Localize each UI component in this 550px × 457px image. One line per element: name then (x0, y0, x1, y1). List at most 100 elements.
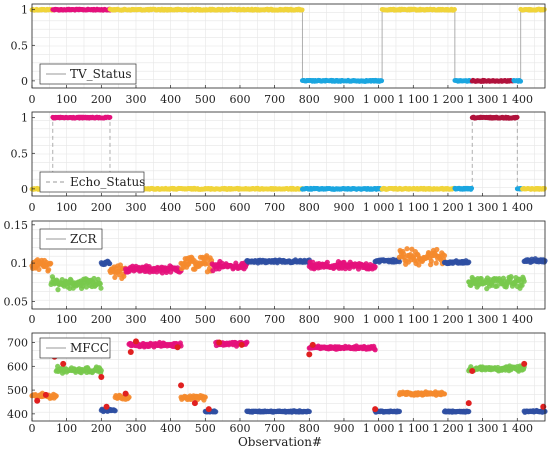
x-tick-label: 500 (195, 313, 216, 326)
segment-blue (244, 408, 312, 415)
x-tick-label: 400 (160, 422, 181, 435)
legend-box (39, 63, 137, 85)
data-point (98, 367, 104, 374)
grid (31, 4, 545, 88)
data-point (428, 258, 434, 264)
red-marker (205, 406, 212, 413)
segment-yellow (107, 6, 305, 13)
segment-crimson (469, 114, 520, 121)
x-tick-label: 900 (333, 422, 354, 435)
x-tick-label: 500 (195, 422, 216, 435)
x-tick-label: 200 (91, 201, 112, 214)
x-tick-label: 1 000 (363, 422, 395, 435)
x-tick-label: 100 (56, 93, 77, 106)
legend-label: ZCR (70, 232, 98, 246)
segment-blue (244, 257, 312, 266)
data-point (112, 274, 118, 281)
panel-4: 0 100 200 300 400 500 600 700 800 900 1 000 1 100 1 … (7, 332, 548, 435)
segment-magenta (50, 114, 113, 121)
segment-orange (396, 246, 448, 268)
data-point (91, 275, 97, 282)
data-point (494, 283, 500, 289)
y-tick-label: 0.5 (11, 147, 29, 160)
segment-green (53, 363, 104, 376)
x-tick-label: 0 (29, 422, 36, 435)
data-point (97, 281, 103, 287)
data-point (514, 114, 520, 120)
data-points (29, 246, 548, 293)
x-tick-label: 800 (299, 201, 320, 214)
segment-orange (396, 389, 448, 398)
segment-green (466, 274, 527, 292)
data-points (29, 338, 548, 415)
segment-cyan (299, 77, 385, 84)
x-tick-label: 700 (264, 201, 285, 214)
data-point (244, 339, 250, 345)
data-point (519, 282, 525, 288)
segment-magenta (306, 343, 378, 353)
data-point (202, 394, 208, 400)
data-point (396, 259, 403, 265)
data-point (396, 408, 403, 414)
red-marker (122, 390, 129, 397)
data-point (466, 259, 472, 265)
data-point (46, 267, 52, 273)
legend-label: Echo_Status (70, 175, 145, 189)
x-tick-label: 800 (299, 313, 320, 326)
segment-blue (521, 256, 548, 265)
x-tick-label: 800 (299, 93, 320, 106)
data-point (542, 185, 547, 191)
x-tick-label: 300 (125, 422, 146, 435)
x-tick-label: 900 (333, 201, 354, 214)
data-point (416, 262, 422, 268)
x-tick-label: 1 000 (363, 313, 395, 326)
x-tick-label: 1 400 (502, 422, 534, 435)
red-marker (42, 391, 49, 398)
y-tick-label: 0 (21, 75, 28, 88)
segment-blue (441, 408, 472, 415)
data-point (469, 185, 475, 191)
data-point (508, 274, 514, 280)
legend: Echo_Status (39, 171, 145, 193)
x-tick-label: 1 400 (502, 201, 534, 214)
y-tick-label: 600 (7, 360, 28, 373)
data-point (98, 285, 104, 291)
data-point (213, 409, 219, 415)
x-tick-label: 600 (229, 201, 250, 214)
data-point (372, 264, 378, 270)
x-tick-label: 400 (160, 201, 181, 214)
data-point (126, 394, 132, 400)
axes-frame (31, 332, 546, 422)
x-tick-label: 0 (29, 93, 36, 106)
data-point (121, 273, 127, 279)
x-tick-label: 600 (229, 422, 250, 435)
x-tick-label: 1 200 (432, 201, 464, 214)
red-marker (127, 349, 134, 356)
x-tick-label: 0 (29, 201, 36, 214)
x-tick-label: 300 (125, 313, 146, 326)
x-tick-label: 0 (29, 313, 36, 326)
y-tick-label: 700 (7, 337, 28, 350)
segment-yellow (520, 185, 547, 192)
red-marker (306, 351, 313, 358)
x-tick-label: 1 300 (467, 201, 499, 214)
segment-orange (29, 257, 54, 274)
data-point (541, 7, 547, 12)
x-tick-label: 100 (56, 201, 77, 214)
red-marker (465, 400, 472, 407)
x-axis-title: Observation# (238, 435, 322, 449)
segment-yellow (518, 6, 547, 13)
data-point (324, 259, 330, 265)
x-tick-label: 400 (160, 93, 181, 106)
segment-crimson (469, 77, 516, 84)
legend-box (39, 171, 145, 193)
x-tick-label: 1 400 (502, 313, 534, 326)
segment-magenta (122, 263, 184, 276)
x-tick-label: 500 (195, 93, 216, 106)
x-tick-label: 500 (195, 201, 216, 214)
segment-yellow (379, 185, 457, 192)
x-tick-label: 700 (264, 93, 285, 106)
red-marker (174, 344, 181, 351)
legend-box (39, 228, 103, 250)
data-point (107, 260, 113, 267)
